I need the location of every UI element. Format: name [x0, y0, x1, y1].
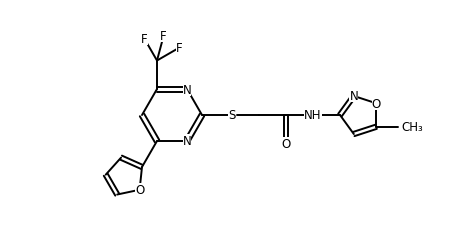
Text: O: O [135, 183, 144, 196]
Text: N: N [182, 135, 191, 148]
Text: O: O [281, 137, 290, 150]
Text: F: F [175, 42, 182, 55]
Text: CH₃: CH₃ [401, 121, 423, 134]
Text: F: F [160, 30, 166, 43]
Text: F: F [141, 33, 147, 46]
Text: NH: NH [304, 109, 321, 122]
Text: O: O [371, 97, 380, 110]
Text: N: N [182, 83, 191, 96]
Text: S: S [228, 109, 235, 122]
Text: N: N [349, 90, 357, 103]
